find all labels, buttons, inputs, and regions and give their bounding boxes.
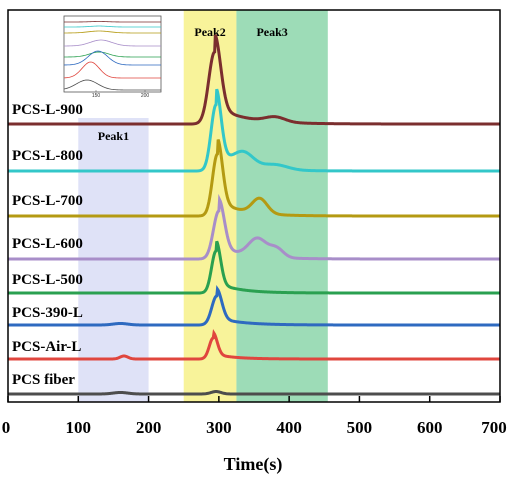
series-line-pcs-l-500 <box>8 240 500 295</box>
series-label-pcs-fiber: PCS fiber <box>12 372 75 388</box>
inset-plot: 150 200 <box>63 15 162 99</box>
inset-line-pcs-l-600 <box>64 39 161 47</box>
inset-tick-label: 200 <box>141 93 150 99</box>
series-line-pcs-390-l <box>8 284 500 327</box>
inset-line-pcs-l-500 <box>64 51 161 58</box>
series-label-pcs-l-700: PCS-L-700 <box>12 193 83 209</box>
highlight-regions <box>78 10 328 402</box>
x-axis-ticks: 0 100 200 300 400 500 600 700 <box>2 396 507 437</box>
region-label-peak3: Peak3 <box>256 25 287 39</box>
x-tick-label: 0 <box>2 418 11 437</box>
region-label-peak2: Peak2 <box>194 25 225 39</box>
x-tick-label: 100 <box>66 418 92 437</box>
series-label-pcs-air-l: PCS-Air-L <box>12 339 81 355</box>
series-line-pcs-l-600 <box>8 193 500 261</box>
series-label-pcs-l-600: PCS-L-600 <box>12 236 83 252</box>
series-labels: PCS-L-900 PCS-L-800 PCS-L-700 PCS-L-600 PCS-… <box>12 102 83 388</box>
x-tick-label: 500 <box>347 418 373 437</box>
x-tick-label: 700 <box>481 418 507 437</box>
region-labels: Peak1 Peak2 Peak3 <box>98 25 288 143</box>
region-peak3 <box>236 10 328 402</box>
inset-line-pcs-390-l <box>63 50 161 66</box>
series-line-pcs-fiber <box>8 389 500 396</box>
inset-frame <box>63 15 162 93</box>
series-label-pcs-l-800: PCS-L-800 <box>12 148 83 164</box>
inset-line-pcs-air-l <box>63 61 161 79</box>
series-line-pcs-l-900 <box>8 34 500 126</box>
x-tick-label: 600 <box>417 418 443 437</box>
inset-line-pcs-l-700 <box>64 30 161 34</box>
x-tick-label: 200 <box>136 418 162 437</box>
series-label-pcs-l-500: PCS-L-500 <box>12 272 83 288</box>
series-lines <box>8 34 500 396</box>
inset-line-pcs-l-900 <box>64 21 161 23</box>
series-line-pcs-l-800 <box>8 88 500 173</box>
inset-line-pcs-l-800 <box>64 25 161 28</box>
x-tick-label: 400 <box>276 418 302 437</box>
region-label-peak1: Peak1 <box>98 129 129 143</box>
series-line-pcs-air-l <box>8 329 500 361</box>
x-axis-title: Time(s) <box>224 454 283 475</box>
series-label-pcs-390-l: PCS-390-L <box>12 305 83 321</box>
x-tick-label: 300 <box>206 418 232 437</box>
plot-frame <box>7 9 501 403</box>
series-label-pcs-l-900: PCS-L-900 <box>12 102 83 118</box>
series-line-pcs-l-700 <box>8 139 500 218</box>
inset-tick-label: 150 <box>92 93 101 99</box>
